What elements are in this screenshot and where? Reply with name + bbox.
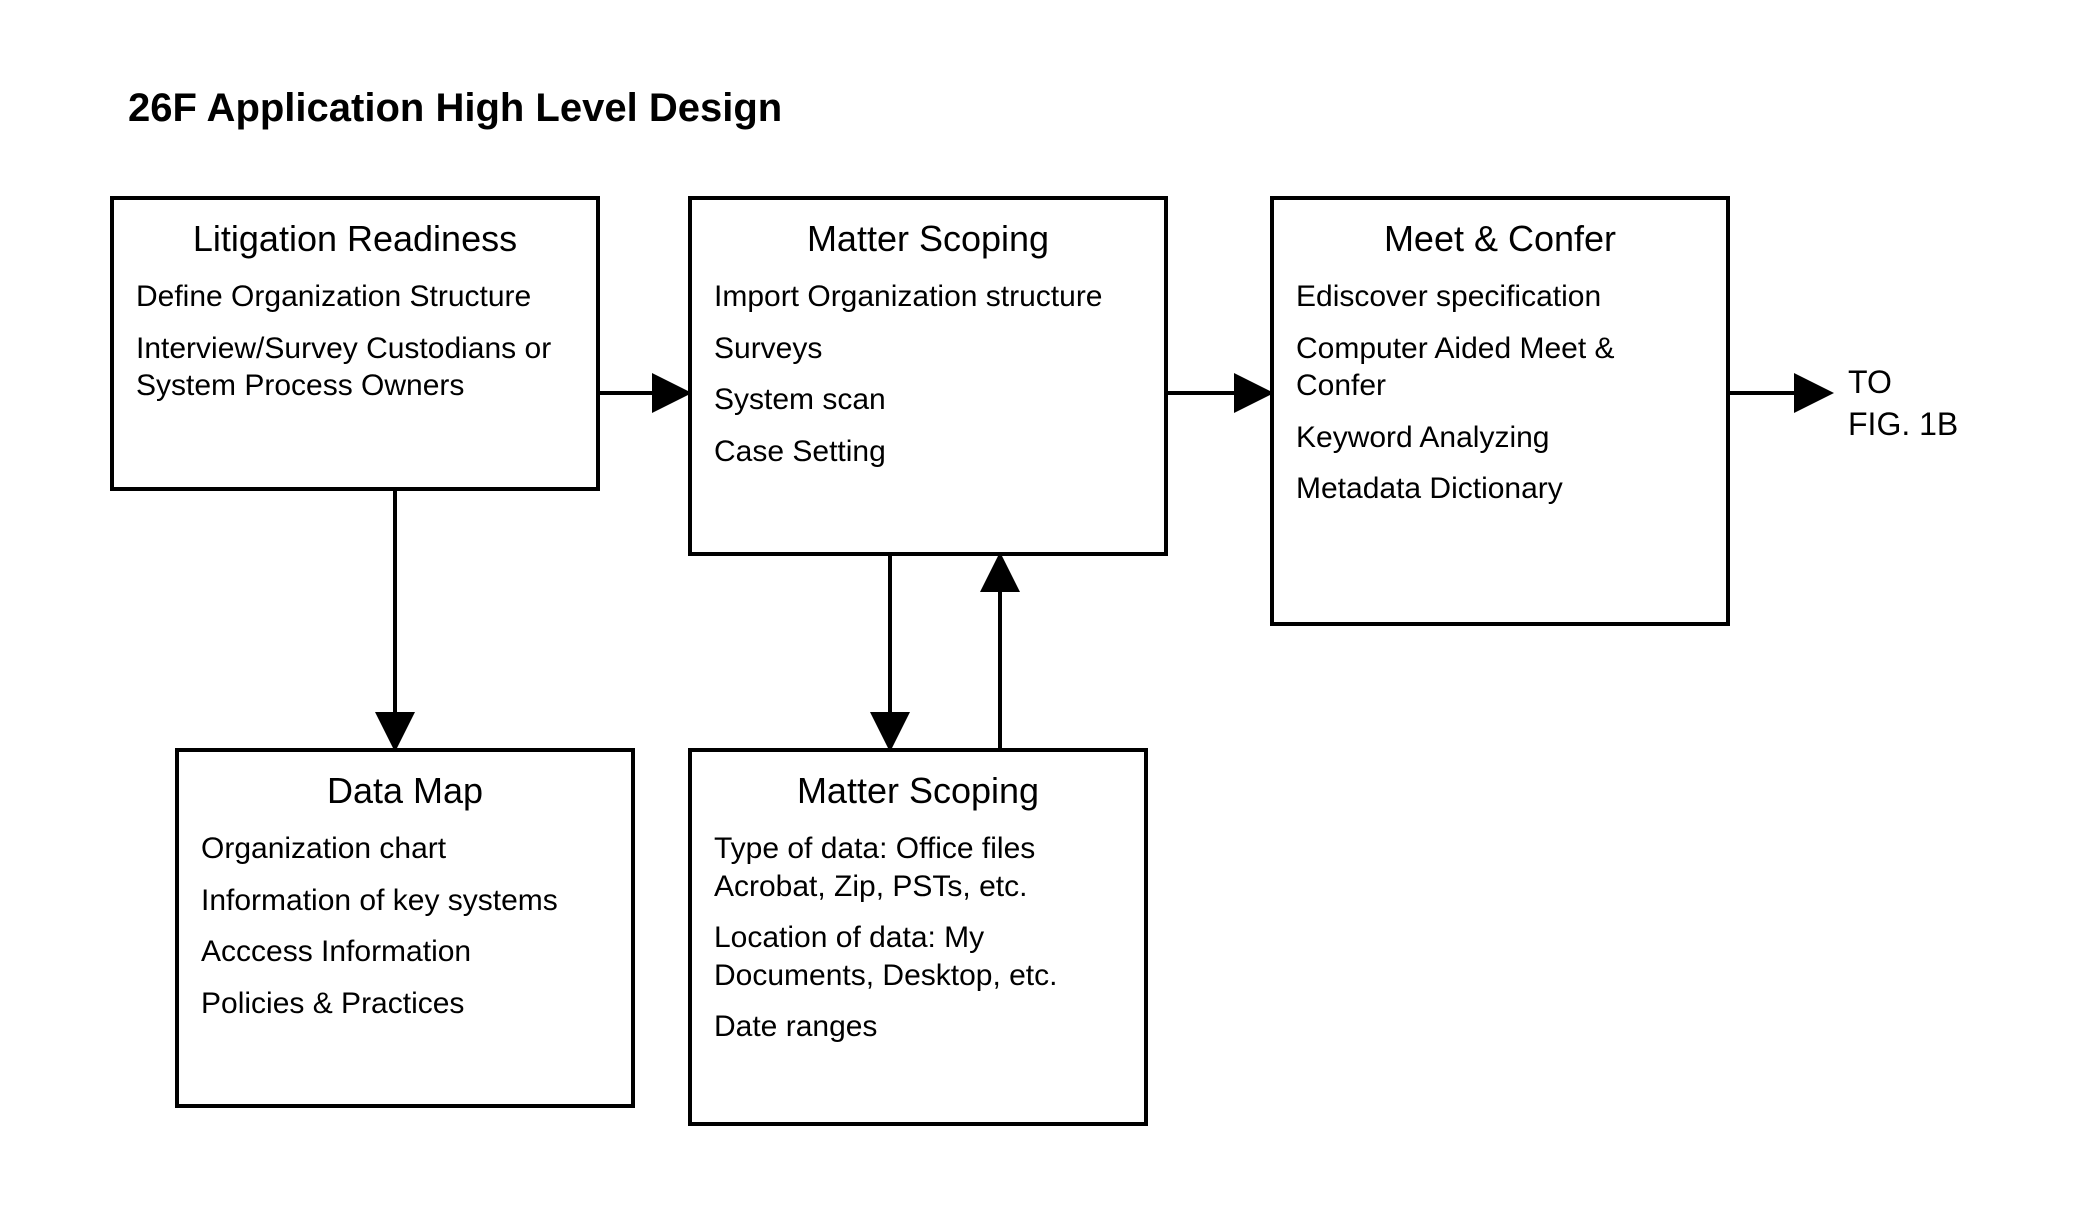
node-meet-and-confer: Meet & Confer Ediscover specification Comp… <box>1270 196 1730 626</box>
node-item: Computer Aided Meet & Confer <box>1296 330 1704 405</box>
node-matter-scoping-top: Matter Scoping Import Organization struct… <box>688 196 1168 556</box>
node-matter-scoping-bottom: Matter Scoping Type of data: Office files… <box>688 748 1148 1126</box>
node-title: Data Map <box>201 770 609 812</box>
node-item: Policies & Practices <box>201 985 609 1023</box>
node-item: Date ranges <box>714 1008 1122 1046</box>
node-title: Meet & Confer <box>1296 218 1704 260</box>
node-title: Litigation Readiness <box>136 218 574 260</box>
node-data-map: Data Map Organization chart Information of… <box>175 748 635 1108</box>
node-item: Information of key systems <box>201 882 609 920</box>
node-item: Acccess Information <box>201 933 609 971</box>
free-label: TO FIG. 1B <box>1848 362 1958 445</box>
node-title: Matter Scoping <box>714 770 1122 812</box>
node-item: Keyword Analyzing <box>1296 419 1704 457</box>
node-item: Interview/Survey Custodians or System Pr… <box>136 330 574 405</box>
node-item: Import Organization structure <box>714 278 1142 316</box>
node-item: Surveys <box>714 330 1142 368</box>
node-item: Case Setting <box>714 433 1142 471</box>
node-litigation-readiness: Litigation Readiness Define Organization … <box>110 196 600 491</box>
node-item: System scan <box>714 381 1142 419</box>
node-item: Define Organization Structure <box>136 278 574 316</box>
node-item: Type of data: Office files Acrobat, Zip,… <box>714 830 1122 905</box>
diagram-title: 26F Application High Level Design <box>128 86 782 131</box>
node-title: Matter Scoping <box>714 218 1142 260</box>
node-item: Metadata Dictionary <box>1296 470 1704 508</box>
node-item: Ediscover specification <box>1296 278 1704 316</box>
node-item: Location of data: My Documents, Desktop,… <box>714 919 1122 994</box>
node-item: Organization chart <box>201 830 609 868</box>
